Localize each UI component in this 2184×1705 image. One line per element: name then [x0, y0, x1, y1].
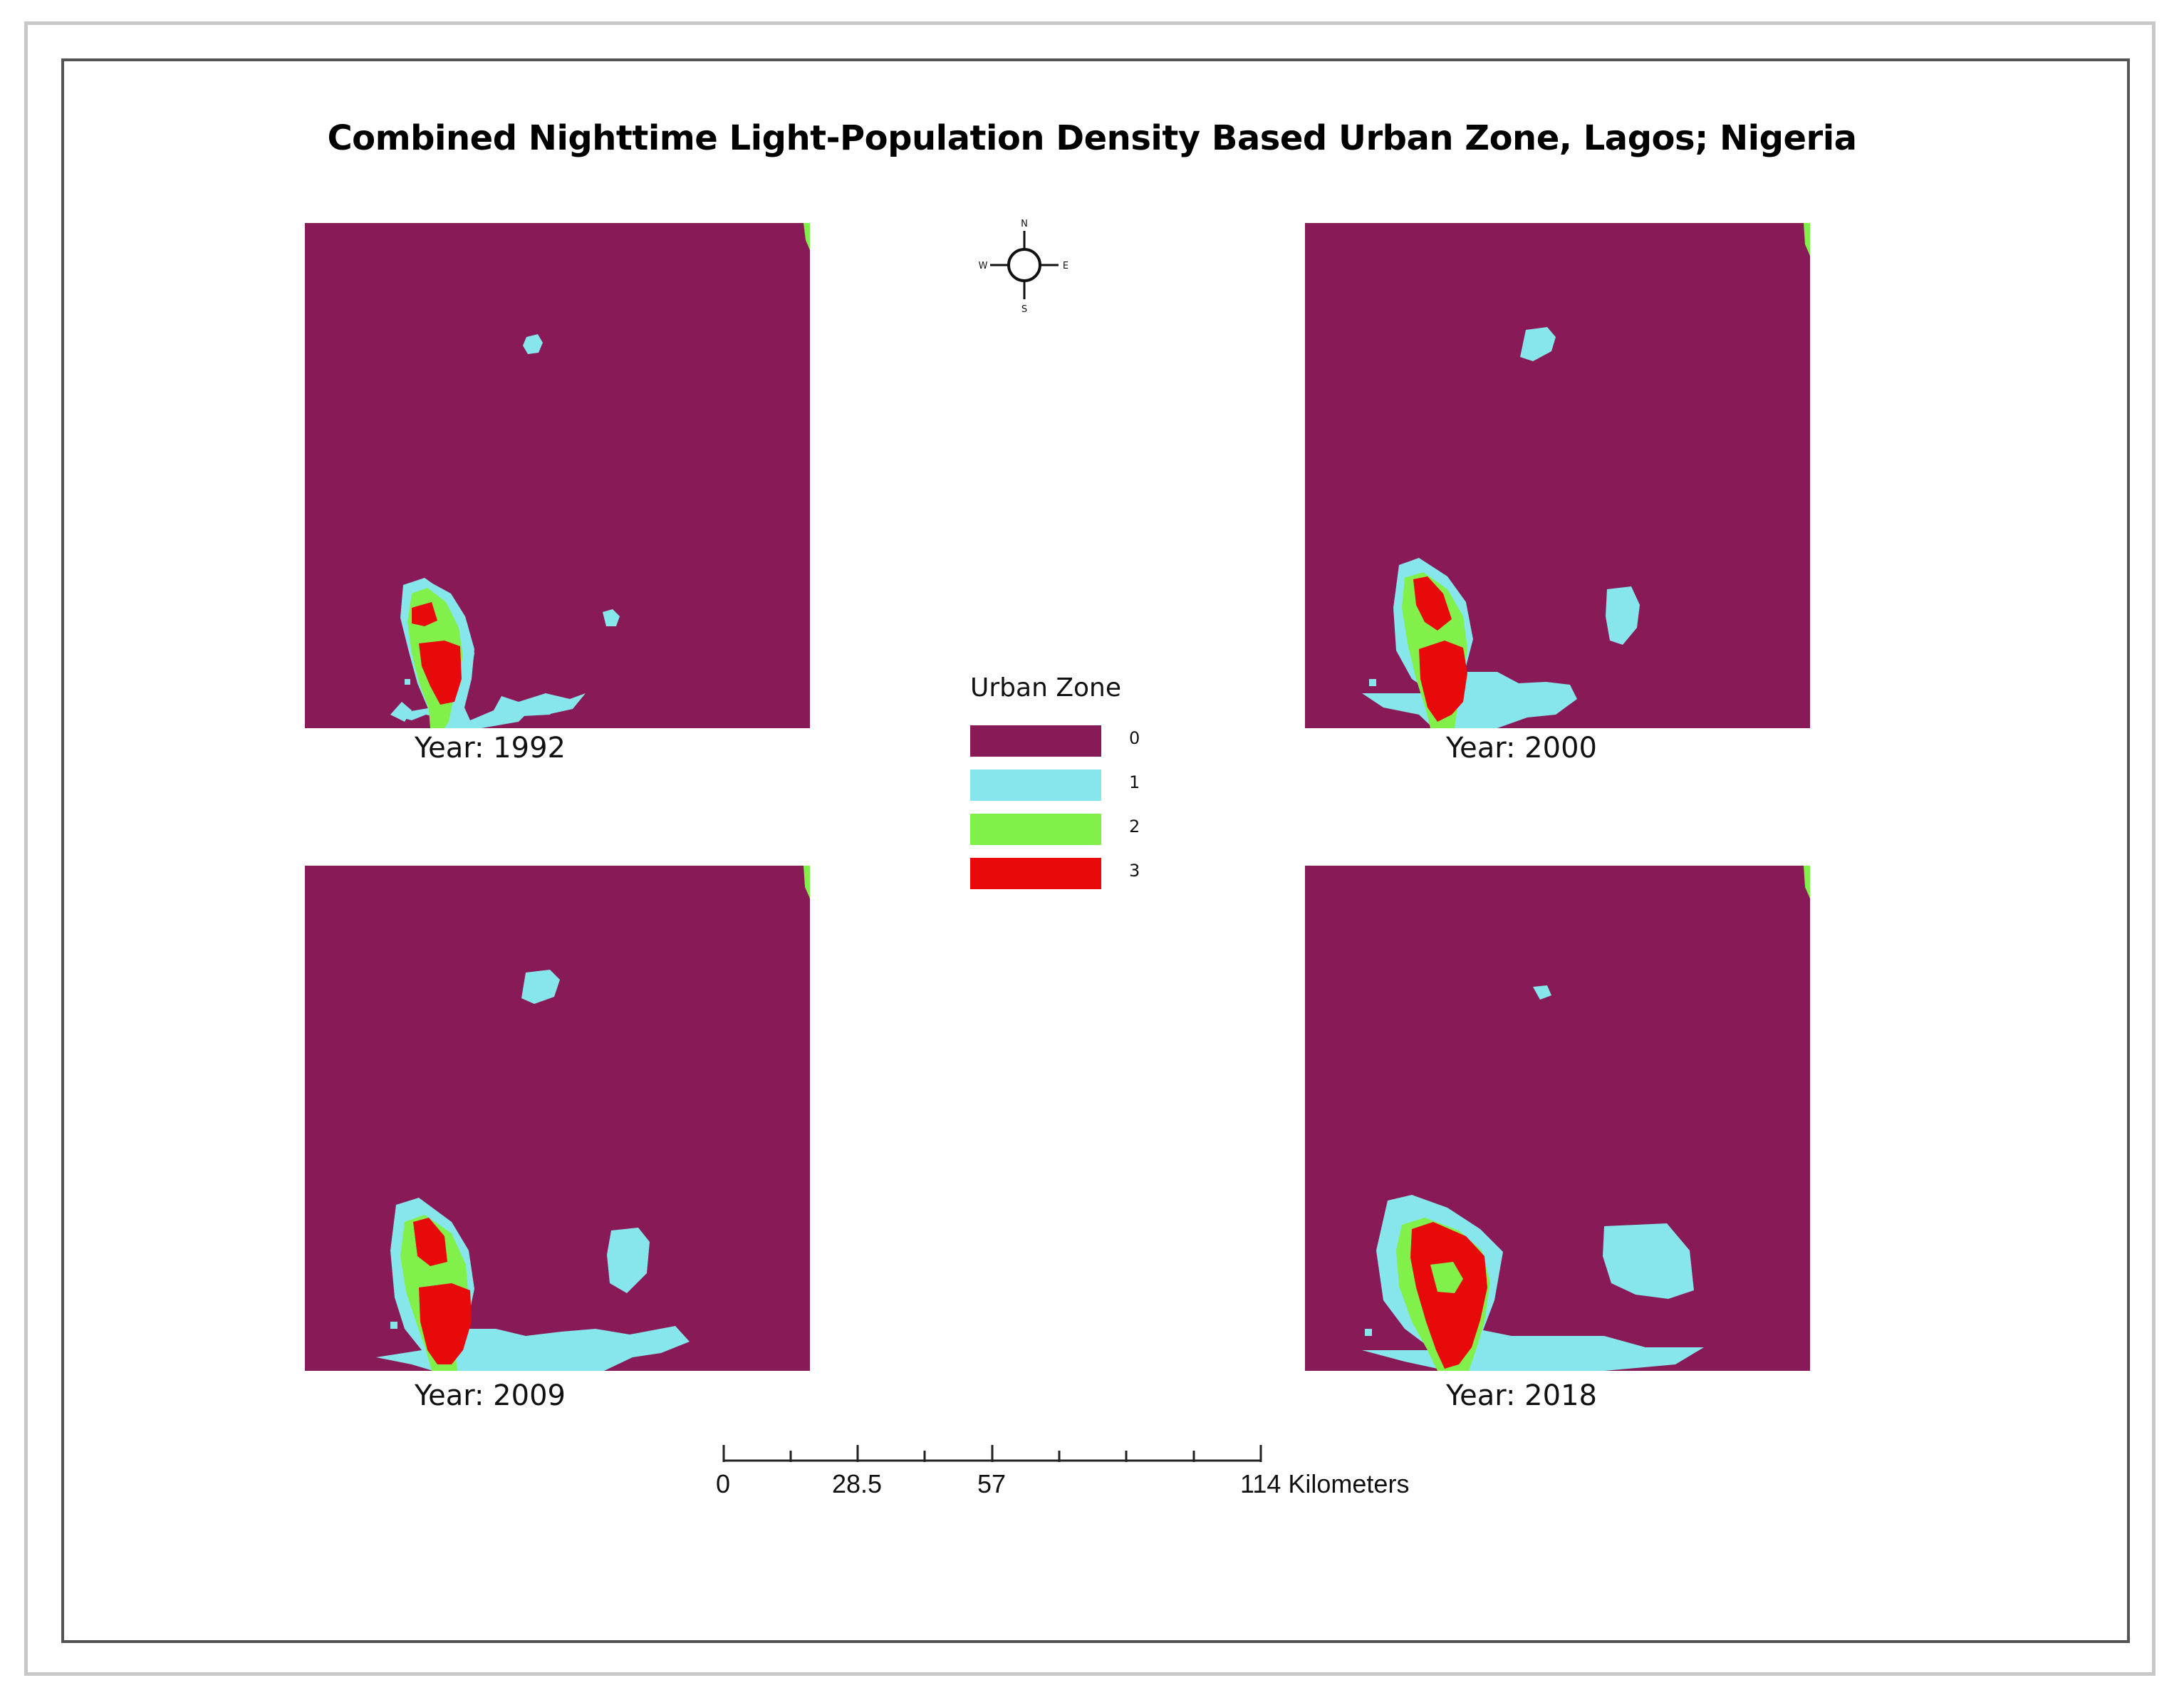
- panel-label-2018: Year: 2018: [1446, 1379, 1597, 1412]
- legend-label-1: 1: [1129, 772, 1140, 792]
- zone-3-core: [413, 1218, 447, 1266]
- legend-swatch-2: [970, 814, 1101, 845]
- urban-zone-raster-2018: [1305, 866, 1810, 1371]
- compass-w-label: W: [979, 261, 988, 271]
- urban-zone-raster-2000: [1305, 223, 1810, 728]
- zone-1-patch: [1520, 327, 1556, 361]
- zone-3-core: [419, 641, 462, 705]
- zone-1-patch: [521, 970, 560, 1004]
- urban-zone-raster-1992: [305, 223, 810, 728]
- zone-3-core: [419, 1283, 472, 1364]
- zone-2-corner: [804, 866, 810, 898]
- scale-label-28-5: 28.5: [832, 1469, 883, 1498]
- legend-swatch-1: [970, 769, 1101, 801]
- compass-n-label: N: [1021, 219, 1028, 229]
- zone-1-patch: [1603, 1223, 1694, 1299]
- zone-3-core: [1413, 576, 1452, 631]
- map-neatline: [61, 58, 2130, 1643]
- map-panel-2000: [1305, 223, 1810, 728]
- scale-label-114-kilometers: 114 Kilometers: [1240, 1469, 1410, 1498]
- zone-1-patch: [1606, 586, 1640, 645]
- legend-label-3: 3: [1129, 861, 1140, 881]
- zone-1-pixel: [1365, 1329, 1372, 1336]
- zone-1-patch: [603, 609, 620, 626]
- zone-1-patch: [513, 696, 558, 716]
- map-panel-1992: [305, 223, 810, 728]
- zone-2-corner: [1804, 223, 1810, 256]
- zone-1-patch: [390, 702, 412, 722]
- scale-bar: [722, 1445, 1262, 1462]
- legend-swatch-0: [970, 725, 1101, 757]
- scale-label-57: 57: [977, 1469, 1007, 1498]
- zone-1-pixel: [390, 1322, 397, 1329]
- zone-1-pixel: [1369, 679, 1376, 686]
- map-panel-2018: [1305, 866, 1810, 1371]
- zone-1-patch: [523, 334, 543, 354]
- legend-title: Urban Zone: [970, 673, 1121, 703]
- zone-2-inlier: [1430, 1262, 1463, 1293]
- zone-3-core: [412, 602, 437, 626]
- zone-2-corner: [1804, 866, 1810, 898]
- map-panel-2009: [305, 866, 810, 1371]
- legend-label-2: 2: [1129, 817, 1140, 836]
- scale-label-0: 0: [716, 1469, 731, 1498]
- panel-label-1992: Year: 1992: [415, 732, 566, 765]
- compass-rose-icon: N S E W: [979, 219, 1069, 315]
- legend-label-0: 0: [1129, 728, 1140, 748]
- compass-e-label: E: [1063, 261, 1068, 271]
- map-title: Combined Nighttime Light-Population Dens…: [327, 118, 1857, 158]
- compass-s-label: S: [1021, 304, 1027, 315]
- zone-1-patch: [1533, 985, 1551, 1000]
- zone-3-core: [1419, 641, 1467, 722]
- zone-3-core: [1410, 1222, 1487, 1369]
- legend-swatch-3: [970, 858, 1101, 889]
- compass-ring: [1007, 248, 1041, 282]
- zone-0-background: [1305, 223, 1810, 728]
- zone-2-corner: [804, 223, 810, 250]
- urban-zone-raster-2009: [305, 866, 810, 1371]
- zone-0-background: [305, 866, 810, 1371]
- map-outer-frame: [24, 21, 2156, 1676]
- panel-label-2000: Year: 2000: [1446, 732, 1597, 765]
- zone-1-patch: [607, 1228, 650, 1293]
- zone-0-background: [305, 223, 810, 728]
- zone-1-pixel: [405, 679, 410, 685]
- zone-0-background: [1305, 866, 1810, 1371]
- panel-label-2009: Year: 2009: [415, 1379, 566, 1412]
